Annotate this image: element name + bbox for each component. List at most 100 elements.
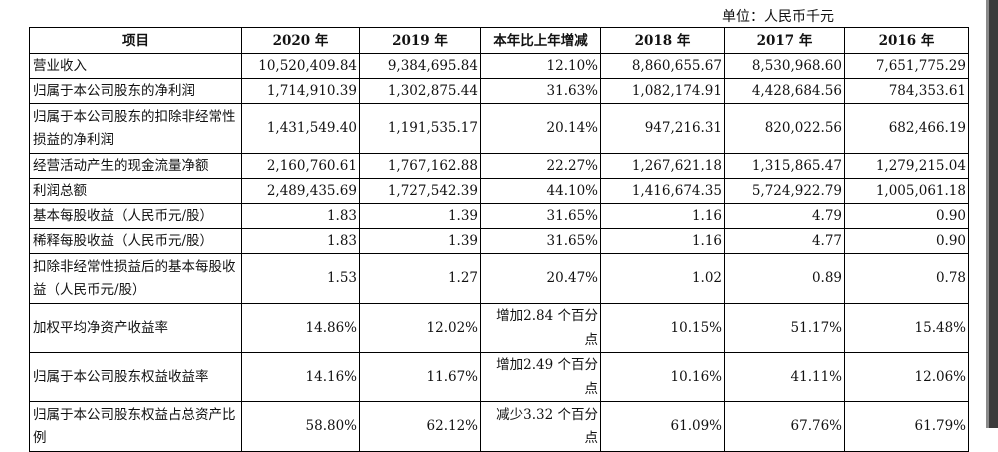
table-row: 基本每股收益（人民币元/股） 1.83 1.39 31.65% 1.16 4.7…: [29, 203, 969, 229]
cell-yoy-change: 22.27%: [480, 153, 601, 179]
cell-yoy-change: 增加2.84 个百分点: [480, 303, 601, 353]
table-row: 利润总额 2,489,435.69 1,727,542.39 44.10% 1,…: [29, 178, 969, 204]
row-label: 利润总额: [29, 178, 242, 204]
cell-2016: 15.48%: [844, 303, 969, 353]
cell-2019: 1,767,162.88: [359, 153, 481, 179]
cell-2020: 2,160,760.61: [241, 153, 360, 179]
cell-2019: 1,191,535.17: [359, 103, 481, 154]
row-label: 基本每股收益（人民币元/股）: [29, 203, 242, 229]
cell-yoy-change: 31.63%: [480, 78, 601, 104]
cell-2018: 1,082,174.91: [600, 78, 725, 104]
cell-2019: 1,727,542.39: [359, 178, 481, 204]
cell-2016: 1,279,215.04: [844, 153, 969, 179]
table-row: 归属于本公司股东的净利润 1,714,910.39 1,302,875.44 3…: [29, 78, 969, 104]
cell-2016: 12.06%: [844, 352, 969, 402]
cell-2016: 784,353.61: [844, 78, 969, 104]
table-row: 归属于本公司股东的扣除非经常性损益的净利润 1,431,549.40 1,191…: [29, 103, 969, 154]
header-yoy-change: 本年比上年增减: [480, 27, 601, 54]
row-label: 经营活动产生的现金流量净额: [29, 153, 242, 179]
cell-yoy-change: 20.14%: [480, 103, 601, 154]
row-label: 稀释每股收益（人民币元/股）: [29, 228, 242, 254]
header-2016: 2016 年: [844, 27, 969, 54]
header-2019: 2019 年: [359, 27, 481, 54]
header-2020: 2020 年: [241, 27, 360, 54]
table-row: 归属于本公司股东权益收益率 14.16% 11.67% 增加2.49 个百分点 …: [29, 352, 969, 402]
cell-yoy-change: 增加2.49 个百分点: [480, 352, 601, 402]
cell-2019: 11.67%: [359, 352, 481, 402]
table-row: 扣除非经常性损益后的基本每股收益（人民币元/股） 1.53 1.27 20.47…: [29, 253, 969, 304]
cell-2017: 41.11%: [724, 352, 845, 402]
cell-2018: 8,860,655.67: [600, 53, 725, 79]
cell-2019: 1.39: [359, 203, 481, 229]
cell-2018: 1.02: [600, 253, 725, 304]
row-label: 归属于本公司股东的净利润: [29, 78, 242, 104]
cell-2016: 7,651,775.29: [844, 53, 969, 79]
unit-label: 单位：人民币千元: [722, 9, 834, 25]
table-header-row: 项目 2020 年 2019 年 本年比上年增减 2018 年 2017 年 2…: [29, 27, 969, 54]
cell-yoy-change: 减少3.32 个百分点: [480, 401, 601, 452]
cell-2017: 4.77: [724, 228, 845, 254]
cell-2017: 51.17%: [724, 303, 845, 353]
table-row: 加权平均净资产收益率 14.86% 12.02% 增加2.84 个百分点 10.…: [29, 303, 969, 353]
cell-2020: 10,520,409.84: [241, 53, 360, 79]
scrollbar-track[interactable]: [989, 0, 998, 428]
cell-2016: 0.78: [844, 253, 969, 304]
row-label: 归属于本公司股东的扣除非经常性损益的净利润: [29, 103, 242, 154]
table-row: 归属于本公司股东权益占总资产比例 58.80% 62.12% 减少3.32 个百…: [29, 401, 969, 452]
cell-2019: 9,384,695.84: [359, 53, 481, 79]
cell-yoy-change: 20.47%: [480, 253, 601, 304]
cell-2018: 10.16%: [600, 352, 725, 402]
cell-2020: 58.80%: [241, 401, 360, 452]
cell-2017: 4,428,684.56: [724, 78, 845, 104]
cell-2019: 12.02%: [359, 303, 481, 353]
cell-2020: 1,431,549.40: [241, 103, 360, 154]
table-row: 经营活动产生的现金流量净额 2,160,760.61 1,767,162.88 …: [29, 153, 969, 179]
cell-2018: 1.16: [600, 228, 725, 254]
cell-2018: 1,416,674.35: [600, 178, 725, 204]
row-label: 营业收入: [29, 53, 242, 79]
cell-yoy-change: 31.65%: [480, 228, 601, 254]
cell-2020: 14.16%: [241, 352, 360, 402]
row-label: 归属于本公司股东权益占总资产比例: [29, 401, 242, 452]
cell-2019: 1,302,875.44: [359, 78, 481, 104]
cell-2017: 0.89: [724, 253, 845, 304]
financial-summary-table: 项目 2020 年 2019 年 本年比上年增减 2018 年 2017 年 2…: [29, 27, 969, 452]
cell-2019: 1.39: [359, 228, 481, 254]
header-item: 项目: [29, 27, 242, 54]
row-label: 归属于本公司股东权益收益率: [29, 352, 242, 402]
cell-2018: 947,216.31: [600, 103, 725, 154]
cell-2017: 820,022.56: [724, 103, 845, 154]
cell-2019: 62.12%: [359, 401, 481, 452]
cell-yoy-change: 31.65%: [480, 203, 601, 229]
table-row: 营业收入 10,520,409.84 9,384,695.84 12.10% 8…: [29, 53, 969, 79]
row-label: 加权平均净资产收益率: [29, 303, 242, 353]
cell-2016: 1,005,061.18: [844, 178, 969, 204]
cell-2017: 5,724,922.79: [724, 178, 845, 204]
cell-2017: 67.76%: [724, 401, 845, 452]
header-2017: 2017 年: [724, 27, 845, 54]
cell-2016: 0.90: [844, 203, 969, 229]
cell-2017: 4.79: [724, 203, 845, 229]
cell-2020: 1.53: [241, 253, 360, 304]
cell-2018: 10.15%: [600, 303, 725, 353]
page-edge-shadow: [986, 0, 989, 428]
cell-2018: 61.09%: [600, 401, 725, 452]
cell-2018: 1,267,621.18: [600, 153, 725, 179]
cell-2017: 1,315,865.47: [724, 153, 845, 179]
cell-2018: 1.16: [600, 203, 725, 229]
cell-2016: 0.90: [844, 228, 969, 254]
cell-2020: 2,489,435.69: [241, 178, 360, 204]
cell-yoy-change: 12.10%: [480, 53, 601, 79]
cell-2020: 14.86%: [241, 303, 360, 353]
row-label: 扣除非经常性损益后的基本每股收益（人民币元/股）: [29, 253, 242, 304]
header-2018: 2018 年: [600, 27, 725, 54]
table-row: 稀释每股收益（人民币元/股） 1.83 1.39 31.65% 1.16 4.7…: [29, 228, 969, 254]
cell-yoy-change: 44.10%: [480, 178, 601, 204]
cell-2020: 1,714,910.39: [241, 78, 360, 104]
cell-2020: 1.83: [241, 203, 360, 229]
cell-2016: 61.79%: [844, 401, 969, 452]
cell-2020: 1.83: [241, 228, 360, 254]
cell-2019: 1.27: [359, 253, 481, 304]
cell-2017: 8,530,968.60: [724, 53, 845, 79]
cell-2016: 682,466.19: [844, 103, 969, 154]
